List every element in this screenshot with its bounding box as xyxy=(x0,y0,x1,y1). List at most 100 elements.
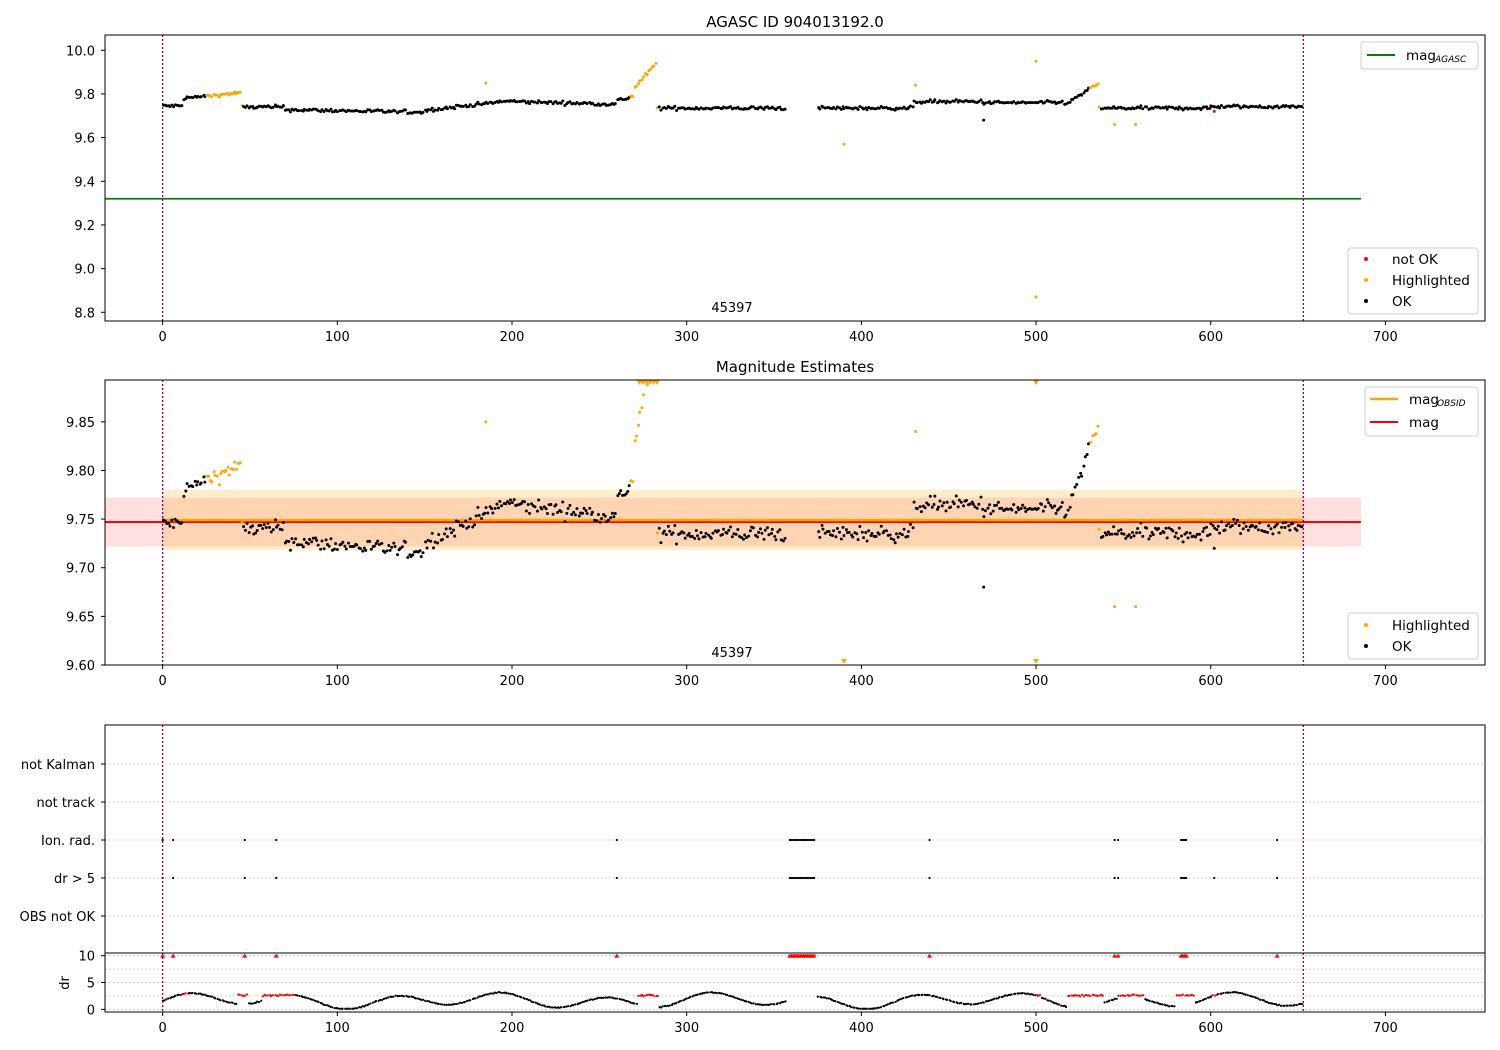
legend-highlighted-label: Highlighted xyxy=(1392,273,1470,289)
mag-estimate-point xyxy=(196,480,200,484)
xtick-label: 600 xyxy=(1198,330,1223,345)
mag-estimate-point xyxy=(335,547,339,551)
mag-estimate-point xyxy=(226,465,230,469)
mag-estimate-point xyxy=(1195,532,1199,536)
mag-point xyxy=(645,73,649,77)
mag-estimate-point xyxy=(524,509,528,513)
dr-point xyxy=(402,995,406,998)
mag-point xyxy=(561,99,565,103)
mag-estimate-point xyxy=(1216,524,1220,528)
mag-point xyxy=(1275,104,1279,108)
dr-point xyxy=(1273,1002,1276,1006)
dr-point xyxy=(228,1001,231,1004)
mag-estimate-point xyxy=(919,510,923,514)
ytick-label: 9.60 xyxy=(66,659,95,674)
mag-estimate-point xyxy=(506,500,510,504)
mag-estimate-point xyxy=(1251,524,1255,528)
mag-estimate-point xyxy=(832,529,836,533)
mag-estimate-point xyxy=(986,506,990,510)
mag-point xyxy=(196,94,200,98)
mag-estimate-point xyxy=(301,545,305,549)
dr-point xyxy=(249,1002,252,1005)
flag-label-ion-rad-: Ion. rad. xyxy=(41,834,95,849)
dr-point xyxy=(1244,993,1247,996)
dr-point xyxy=(776,1002,779,1005)
dr-point xyxy=(656,994,659,997)
mag-estimate-point xyxy=(332,547,336,551)
mag-point xyxy=(217,95,221,99)
flag-point xyxy=(802,838,805,842)
xtick-label: 100 xyxy=(325,330,350,345)
mag-point xyxy=(911,105,915,109)
dr-point xyxy=(1239,991,1242,995)
mag-estimate-point xyxy=(678,532,682,536)
mag-estimate-point xyxy=(1131,530,1135,534)
dr-point xyxy=(441,1003,444,1006)
mag-point xyxy=(453,107,457,111)
mag-point xyxy=(1113,123,1117,127)
mag-estimate-point xyxy=(570,512,574,516)
mag-point xyxy=(1239,106,1243,110)
dr-point xyxy=(380,998,384,1002)
flag-point xyxy=(800,876,804,880)
panel2-legend-top: mag OBSID mag xyxy=(1364,386,1479,437)
dr-point xyxy=(474,997,477,1000)
mag-point xyxy=(664,106,668,110)
mag-estimate-point xyxy=(1151,533,1155,537)
mag-point xyxy=(486,101,490,105)
dr-point xyxy=(843,1003,846,1006)
mag-estimate-point xyxy=(729,525,733,529)
flag-point xyxy=(615,838,618,842)
mag-estimate-point xyxy=(1242,521,1246,525)
dr-point xyxy=(269,994,273,998)
dr-point xyxy=(396,994,399,998)
dr-point xyxy=(979,1001,982,1005)
dr-point xyxy=(703,991,706,995)
mag-estimate-point xyxy=(1024,510,1028,514)
dr-point xyxy=(322,1003,325,1006)
mag-point xyxy=(842,142,846,146)
flag-point xyxy=(1185,876,1188,880)
dr-point xyxy=(859,1007,862,1010)
dr-point xyxy=(619,998,623,1001)
dr-point xyxy=(424,999,427,1002)
mag-estimate-point xyxy=(827,529,831,533)
mag-estimate-point xyxy=(464,519,468,523)
dr-clipped-marker xyxy=(614,953,620,958)
mag-estimate-point xyxy=(1230,524,1234,528)
mag-estimate-point xyxy=(989,512,993,516)
dr-point xyxy=(567,1005,570,1008)
dr-point xyxy=(1236,991,1239,994)
mag-point xyxy=(770,105,774,109)
mag-estimate-point xyxy=(1176,536,1180,540)
panel2-axes: 9.60 9.65 9.70 9.75 9.80 9.85 0 100 200 300 400 500… xyxy=(66,379,1486,689)
dr-point xyxy=(1286,1004,1289,1007)
dr-point xyxy=(921,993,924,996)
mag-estimate-point xyxy=(1300,525,1304,529)
dr-point xyxy=(758,1003,761,1006)
flag-point xyxy=(790,838,793,842)
mag-estimate-point xyxy=(1079,471,1083,475)
flag-point xyxy=(615,876,618,880)
mag-estimate-point xyxy=(704,531,708,535)
dr-point xyxy=(1111,998,1115,1001)
dr-point xyxy=(367,1003,370,1006)
mag-estimate-point xyxy=(668,529,672,533)
dr-point xyxy=(182,993,185,996)
mag-point xyxy=(191,96,195,100)
dr-point xyxy=(336,1007,339,1010)
mag-estimate-point xyxy=(390,545,394,549)
mag-estimate-point xyxy=(473,523,477,527)
mag-estimate-point xyxy=(638,410,642,414)
mag-point xyxy=(437,106,441,110)
dr-point xyxy=(1250,995,1253,998)
mag-estimate-point xyxy=(344,547,348,551)
dr-point xyxy=(834,1000,837,1003)
dr-point xyxy=(633,1002,636,1005)
mag-estimate-point xyxy=(915,507,919,511)
dr-point xyxy=(1060,1004,1063,1007)
mag-estimate-point xyxy=(1135,531,1139,535)
mag-estimate-point xyxy=(762,537,766,541)
mag-estimate-point xyxy=(1082,464,1086,468)
mag-estimate-point xyxy=(184,489,188,493)
